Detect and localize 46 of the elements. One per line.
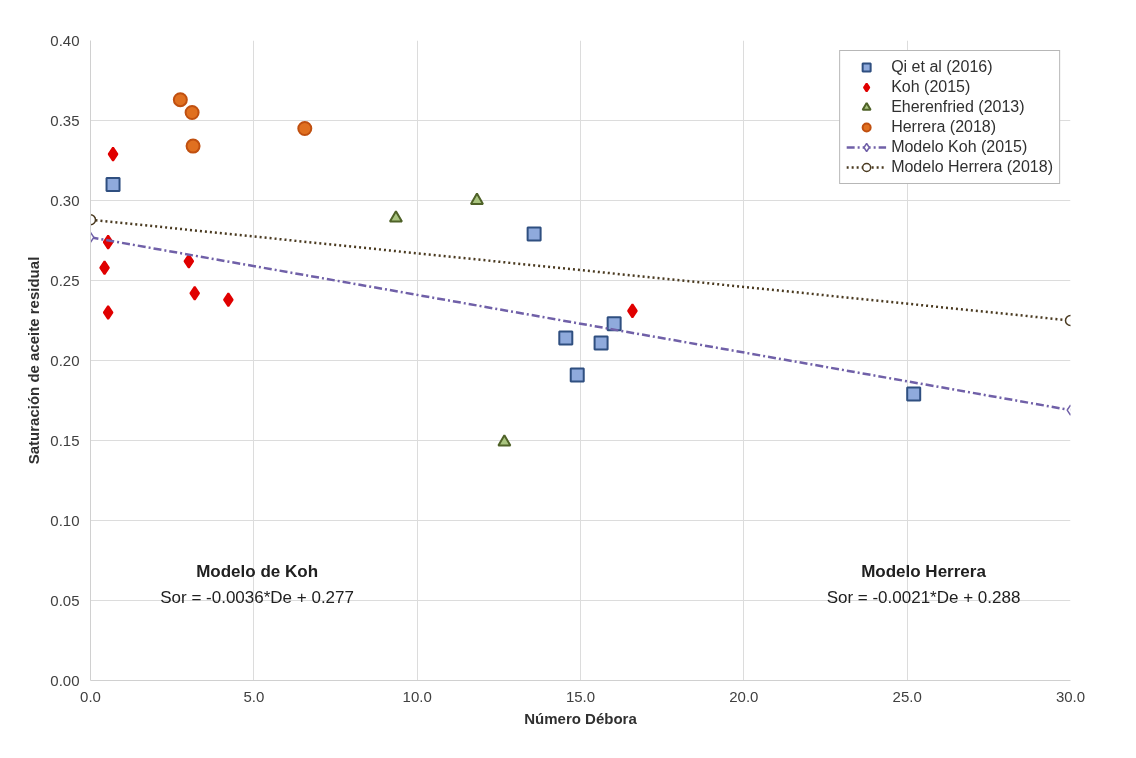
y-tick-label: 0.20 — [50, 351, 80, 369]
legend-label: Eherenfried (2013) — [891, 98, 1025, 116]
point — [107, 146, 119, 162]
point — [183, 253, 195, 269]
point — [189, 285, 201, 301]
y-tick-label: 0.35 — [50, 111, 80, 129]
point — [606, 316, 622, 332]
y-tick-label: 0.00 — [50, 671, 80, 689]
y-tick-label: 0.15 — [50, 431, 80, 449]
legend-label: Qi et al (2016) — [891, 58, 993, 76]
y-tick-label: 0.10 — [50, 511, 80, 529]
point — [105, 177, 121, 192]
point — [497, 434, 512, 447]
point — [906, 386, 922, 402]
legend-label: Herrera (2018) — [891, 118, 997, 136]
x-tick-label: 30.0 — [1055, 687, 1086, 705]
point — [569, 367, 585, 383]
x-tick-label: 15.0 — [565, 687, 596, 705]
point — [184, 105, 200, 120]
point — [172, 92, 188, 108]
point — [558, 330, 574, 346]
x-tick-label: 25.0 — [892, 687, 922, 705]
y-tick-label: 0.25 — [50, 271, 80, 289]
point — [388, 210, 403, 223]
point — [185, 138, 201, 154]
annotation: Modelo de Koh — [196, 562, 319, 582]
legend-label: Koh (2015) — [891, 78, 971, 96]
legend-label: Modelo Herrera (2018) — [891, 158, 1053, 176]
y-tick-label: 0.30 — [50, 191, 80, 209]
annotation: Modelo Herrera — [861, 562, 987, 582]
x-tick-label: 10.0 — [402, 687, 432, 705]
x-tick-label: 20.0 — [729, 687, 759, 705]
point — [102, 305, 114, 320]
annotation: Sor = -0.0021*De + 0.288 — [826, 587, 1021, 607]
annotation: Sor = -0.0036*De + 0.277 — [160, 587, 354, 607]
legend-label: Modelo Koh (2015) — [891, 138, 1028, 156]
x-axis-title: Número Débora — [524, 709, 638, 727]
y-tick-label: 0.05 — [50, 591, 80, 609]
x-tick-label: 5.0 — [243, 687, 265, 705]
point — [526, 226, 542, 242]
point — [297, 121, 313, 136]
y-axis-title: Saturación de aceite residual — [25, 256, 43, 465]
y-tick-label: 0.40 — [50, 31, 80, 49]
x-tick-label: 0.0 — [80, 687, 101, 705]
point — [469, 192, 484, 205]
point — [593, 335, 609, 351]
